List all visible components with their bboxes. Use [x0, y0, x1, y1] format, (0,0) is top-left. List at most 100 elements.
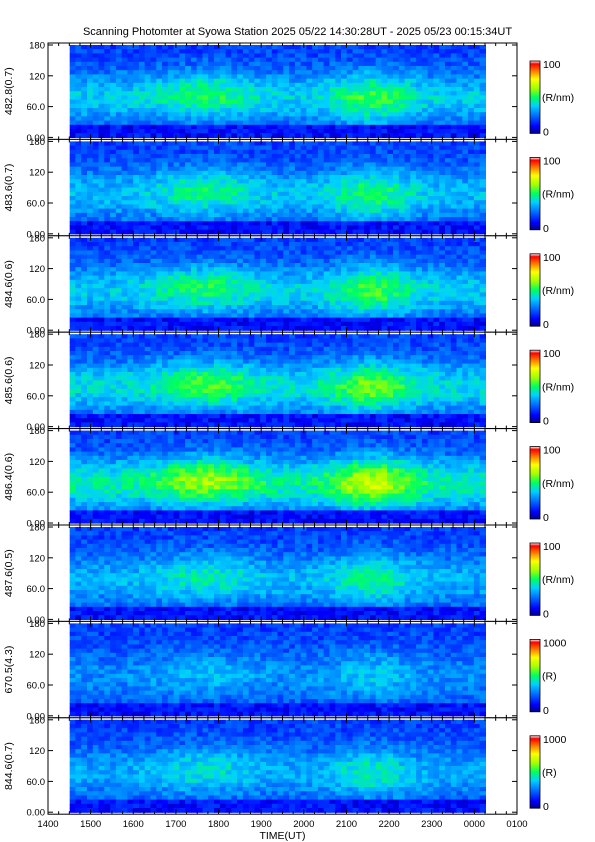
heatmap-cell — [104, 145, 111, 151]
heatmap-cell — [110, 208, 117, 214]
heatmap-cell — [81, 326, 88, 331]
heatmap-cell — [450, 108, 458, 113]
heatmap-cell — [410, 78, 417, 84]
heatmap-cell — [208, 183, 215, 189]
heatmap-cell — [144, 91, 152, 96]
heatmap-cell — [445, 258, 452, 264]
heatmap-cell — [219, 237, 227, 243]
heatmap-cell — [92, 45, 100, 50]
heatmap-cell — [358, 103, 365, 109]
heatmap-cell — [358, 141, 365, 147]
heatmap-cell — [156, 170, 163, 176]
heatmap-cell — [92, 288, 100, 293]
heatmap-cell — [369, 191, 377, 197]
heatmap-cell — [75, 108, 82, 113]
heatmap-cell — [231, 82, 238, 88]
heatmap-cell — [352, 196, 359, 201]
heatmap-cell — [387, 326, 394, 331]
heatmap-cell — [358, 99, 365, 105]
heatmap-cell — [352, 108, 359, 113]
heatmap-cell — [450, 296, 458, 302]
heatmap-cell — [306, 300, 313, 306]
heatmap-cell — [479, 309, 486, 314]
heatmap-cell — [87, 208, 94, 214]
heatmap-cell — [294, 271, 302, 277]
heatmap-cell — [479, 108, 486, 113]
heatmap-cell — [416, 124, 423, 130]
heatmap-cell — [433, 166, 440, 172]
heatmap-cell — [144, 263, 152, 268]
heatmap-cell — [375, 221, 383, 226]
heatmap-cell — [98, 296, 105, 302]
heatmap-cell — [473, 183, 481, 189]
heatmap-cell — [387, 103, 394, 109]
heatmap-cell — [266, 170, 273, 176]
heatmap-cell — [381, 112, 388, 117]
heatmap-cell — [179, 179, 186, 184]
heatmap-cell — [283, 112, 290, 117]
heatmap-cell — [208, 326, 215, 331]
heatmap-cell — [121, 108, 128, 113]
heatmap-cell — [190, 141, 198, 147]
heatmap-cell — [254, 254, 261, 260]
heatmap-cell — [404, 237, 411, 243]
heatmap-cell — [75, 258, 82, 264]
heatmap-cell — [335, 191, 342, 197]
heatmap-cell — [352, 284, 359, 289]
heatmap-cell — [398, 200, 406, 205]
heatmap-cell — [185, 133, 192, 138]
heatmap-cell — [214, 196, 221, 201]
heatmap-cell — [312, 166, 319, 172]
heatmap-cell — [167, 120, 175, 126]
heatmap-cell — [289, 204, 296, 210]
heatmap-cell — [387, 229, 394, 235]
heatmap-cell — [242, 116, 250, 122]
heatmap-cell — [260, 162, 267, 168]
heatmap-cell — [127, 70, 134, 75]
heatmap-cell — [208, 288, 215, 293]
heatmap-cell — [289, 263, 296, 268]
heatmap-cell — [456, 258, 463, 264]
heatmap-cell — [98, 187, 105, 193]
heatmap-cell — [404, 154, 411, 159]
heatmap-cell — [421, 49, 429, 54]
heatmap-cell — [202, 204, 209, 210]
heatmap-cell — [277, 49, 284, 54]
heatmap-cell — [260, 296, 267, 302]
heatmap-cell — [468, 250, 475, 256]
heatmap-cell — [300, 258, 307, 264]
heatmap-cell — [271, 191, 279, 197]
heatmap-cell — [346, 53, 354, 59]
heatmap-cell — [329, 309, 336, 314]
heatmap-cell — [173, 309, 180, 314]
heatmap-cell — [202, 242, 209, 247]
heatmap-cell — [242, 309, 250, 314]
heatmap-cell — [167, 212, 175, 218]
heatmap-cell — [87, 91, 94, 96]
heatmap-cell — [266, 103, 273, 109]
heatmap-cell — [190, 158, 198, 163]
heatmap-cell — [127, 53, 134, 59]
heatmap-cell — [450, 305, 458, 310]
heatmap-cell — [346, 179, 354, 184]
heatmap-cell — [410, 112, 417, 117]
heatmap-cell — [346, 45, 354, 50]
heatmap-cell — [283, 309, 290, 314]
heatmap-cell — [92, 87, 100, 92]
heatmap-cell — [404, 296, 411, 302]
heatmap-cell — [115, 179, 123, 184]
heatmap-cell — [323, 133, 331, 138]
heatmap-cell — [115, 321, 123, 327]
heatmap-cell — [341, 237, 348, 243]
heatmap-cell — [456, 87, 463, 92]
heatmap-cell — [219, 154, 227, 159]
heatmap-cell — [156, 200, 163, 205]
heatmap-cell — [115, 300, 123, 306]
heatmap-cell — [335, 309, 342, 314]
heatmap-cell — [202, 170, 209, 176]
heatmap-cell — [393, 187, 400, 193]
heatmap-cell — [341, 95, 348, 101]
heatmap-cell — [312, 179, 319, 184]
heatmap-cell — [427, 91, 435, 96]
heatmap-cell — [87, 317, 94, 323]
